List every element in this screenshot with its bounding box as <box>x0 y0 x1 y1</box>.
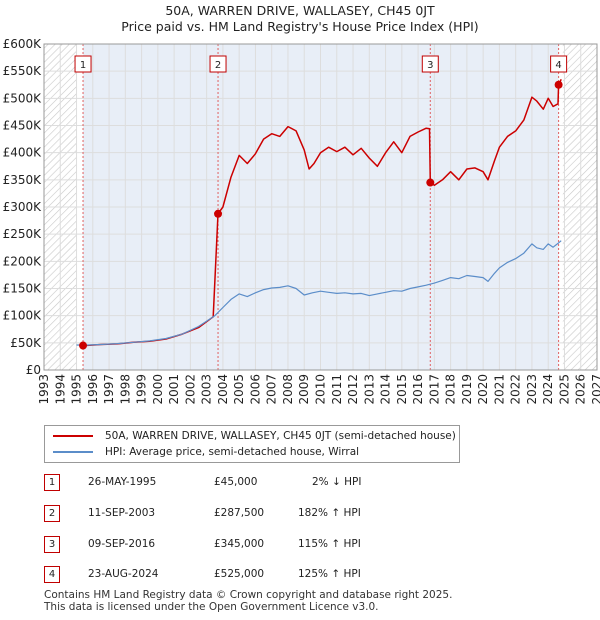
sale-marker-box <box>209 55 227 73</box>
sale-marker-box <box>550 55 568 73</box>
sale-number-badge: 3 <box>44 536 60 553</box>
sale-hpi-change: 115% ↑ HPI <box>298 538 361 550</box>
x-tick-label: 2005 <box>232 374 246 405</box>
x-tick-label: 1995 <box>70 374 84 405</box>
x-tick-label: 2010 <box>314 374 328 405</box>
sale-marker-label: 2 <box>215 60 221 71</box>
x-tick-label: 2019 <box>460 374 474 405</box>
y-tick-label: £450K <box>3 119 43 133</box>
footer-attribution: Contains HM Land Registry data © Crown c… <box>44 589 452 613</box>
x-tick-label: 1994 <box>53 374 67 405</box>
sale-marker-label: 1 <box>80 60 86 71</box>
x-tick-label: 2020 <box>476 374 490 405</box>
sale-point <box>554 80 563 89</box>
x-tick-label: 2004 <box>216 374 230 405</box>
y-tick-label: £500K <box>3 91 43 105</box>
x-tick-label: 2022 <box>509 374 523 405</box>
sale-price: £345,000 <box>214 538 265 550</box>
sale-number-badge: 2 <box>44 505 60 522</box>
sale-number-badge: 4 <box>44 566 60 583</box>
y-tick-label: £350K <box>3 173 43 187</box>
x-tick-label: 2015 <box>395 374 409 405</box>
table-row: 1 26-MAY-1995 £45,000 2% ↓ HPI <box>44 474 484 494</box>
table-row: 3 09-SEP-2016 £345,000 115% ↑ HPI <box>44 536 484 556</box>
legend-item-price: 50A, WARREN DRIVE, WALLASEY, CH45 0JT (s… <box>53 428 456 444</box>
sale-marker-label: 4 <box>555 60 561 71</box>
x-tick-label: 1996 <box>86 374 100 405</box>
sale-marker-label: 3 <box>427 60 433 71</box>
x-tick-label: 2009 <box>297 374 311 405</box>
x-tick-label: 1997 <box>102 374 116 405</box>
sale-date: 09-SEP-2016 <box>88 538 156 550</box>
chart-title-address: 50A, WARREN DRIVE, WALLASEY, CH45 0JT <box>165 3 435 18</box>
y-tick-label: £200K <box>3 254 43 268</box>
sale-price: £45,000 <box>214 476 258 488</box>
plot-frame <box>43 43 598 371</box>
legend-label-price: 50A, WARREN DRIVE, WALLASEY, CH45 0JT (s… <box>105 430 456 442</box>
y-tick-label: £0 <box>26 363 41 377</box>
sale-date: 26-MAY-1995 <box>88 476 157 488</box>
y-tick-label: £550K <box>3 64 43 78</box>
sale-hpi-change: 125% ↑ HPI <box>298 568 361 580</box>
legend-item-hpi: HPI: Average price, semi-detached house,… <box>53 444 359 460</box>
sale-price: £525,000 <box>214 568 265 580</box>
x-tick-label: 2017 <box>427 374 441 405</box>
chart-legend: 50A, WARREN DRIVE, WALLASEY, CH45 0JT (s… <box>44 425 460 463</box>
x-tick-label: 2026 <box>574 374 588 405</box>
x-tick-label: 2024 <box>541 374 555 405</box>
x-tick-label: 2014 <box>379 374 393 405</box>
sale-hpi-change: 2% ↓ HPI <box>312 476 362 488</box>
y-tick-label: £50K <box>10 336 42 350</box>
x-tick-label: 2002 <box>183 374 197 405</box>
x-tick-label: 2003 <box>200 374 214 405</box>
x-tick-label: 2013 <box>362 374 376 405</box>
legend-swatch-price <box>53 435 93 437</box>
y-tick-label: £300K <box>3 200 43 214</box>
x-tick-label: 1998 <box>118 374 132 405</box>
x-tick-label: 2000 <box>151 374 165 405</box>
x-tick-label: 1999 <box>135 374 149 405</box>
footer-licence: This data is licensed under the Open Gov… <box>44 601 379 613</box>
x-tick-label: 2016 <box>411 374 425 405</box>
sale-point <box>426 178 435 187</box>
sale-point <box>79 341 88 350</box>
hpi-line <box>76 240 562 346</box>
sale-point <box>214 209 223 218</box>
y-tick-label: £400K <box>3 146 43 160</box>
x-tick-label: 2001 <box>167 374 181 405</box>
footer-copyright: Contains HM Land Registry data © Crown c… <box>44 589 453 601</box>
sale-number-badge: 1 <box>44 474 60 491</box>
x-tick-label: 2006 <box>248 374 262 405</box>
sale-hpi-change: 182% ↑ HPI <box>298 507 361 519</box>
x-tick-label: 1993 <box>37 374 51 405</box>
x-tick-label: 2021 <box>492 374 506 405</box>
x-tick-label: 2018 <box>444 374 458 405</box>
sale-date: 11-SEP-2003 <box>88 507 156 519</box>
x-tick-label: 2012 <box>346 374 360 405</box>
y-tick-label: £600K <box>3 37 43 51</box>
y-tick-label: £150K <box>3 282 43 296</box>
x-tick-label: 2007 <box>265 374 279 405</box>
price-chart: 1 2 3 4 £0 £50K £100K £150K £200K £250K £300K £350… <box>3 37 600 405</box>
legend-label-hpi: HPI: Average price, semi-detached house,… <box>105 446 360 458</box>
table-row: 2 11-SEP-2003 £287,500 182% ↑ HPI <box>44 505 484 525</box>
x-tick-label: 2011 <box>330 374 344 405</box>
y-tick-label: £100K <box>3 309 43 323</box>
x-tick-label: 2025 <box>557 374 571 405</box>
sale-marker-box <box>421 55 439 73</box>
y-tick-label: £250K <box>3 227 43 241</box>
x-tick-label: 2027 <box>590 374 600 405</box>
sale-marker-box <box>74 55 92 73</box>
x-tick-label: 2008 <box>281 374 295 405</box>
x-tick-label: 2023 <box>525 374 539 405</box>
sale-date: 23-AUG-2024 <box>88 568 159 580</box>
sale-price: £287,500 <box>214 507 265 519</box>
table-row: 4 23-AUG-2024 £525,000 125% ↑ HPI <box>44 566 484 586</box>
chart-subtitle: Price paid vs. HM Land Registry's House … <box>121 19 479 34</box>
legend-swatch-hpi <box>53 451 93 453</box>
